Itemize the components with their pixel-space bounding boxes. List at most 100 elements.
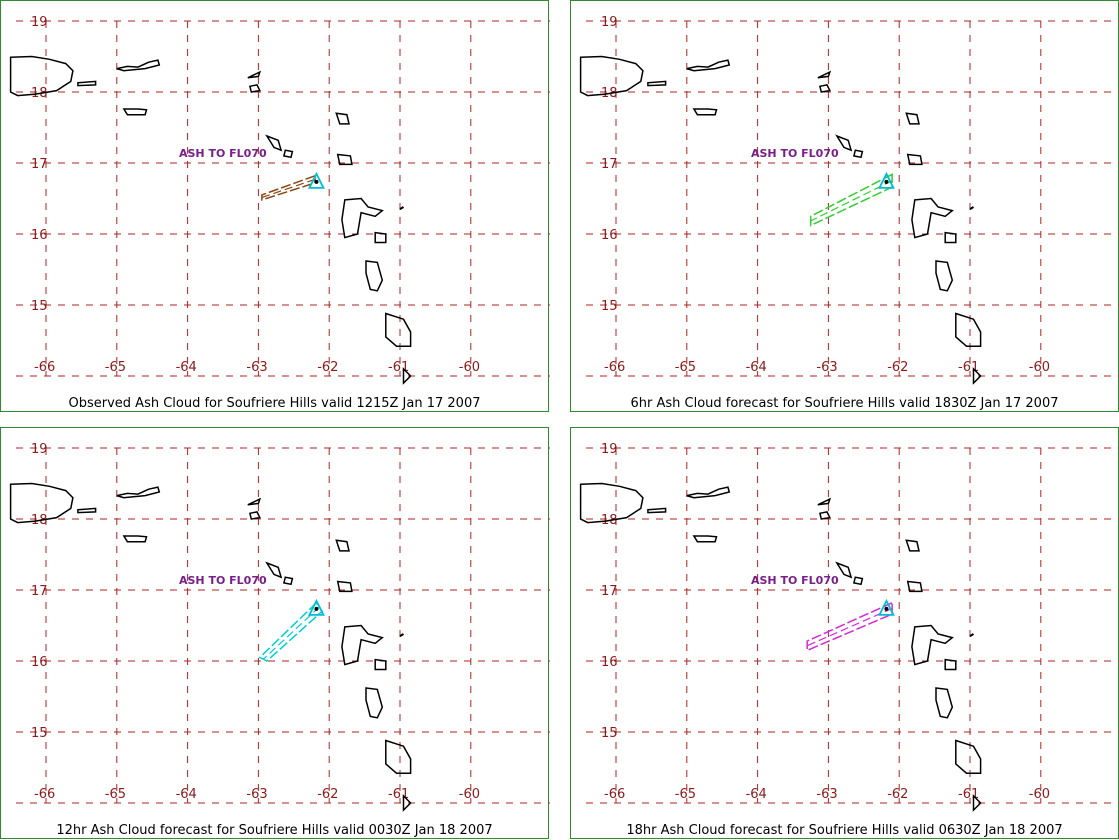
st-kitts-coast [265, 561, 283, 579]
marie-galante-coast [944, 658, 957, 671]
lat-tick-label: 17 [31, 157, 48, 172]
lat-tick-label: 15 [601, 299, 618, 314]
lon-tick-label: -66 [604, 787, 625, 802]
lon-tick-label: -66 [604, 360, 625, 375]
st-croix-coast [122, 108, 148, 116]
martinique-coast [385, 312, 412, 347]
ne-islands-coast [399, 633, 405, 637]
lon-tick-label: -61 [958, 360, 979, 375]
lon-tick-label: -65 [675, 360, 696, 375]
barbuda-coast [336, 153, 353, 166]
ash-cloud-hatch [806, 607, 893, 647]
nevis-coast [282, 576, 294, 586]
lat-tick-label: 19 [601, 15, 618, 30]
coastlines [9, 55, 412, 385]
guadeloupe-coast [911, 624, 954, 666]
st-kitts-coast [835, 134, 853, 152]
marie-galante-coast [374, 658, 387, 671]
lon-tick-label: -64 [746, 360, 767, 375]
martinique-coast [385, 739, 412, 774]
vieques-coast [647, 80, 667, 87]
lon-tick-label: -61 [958, 787, 979, 802]
lat-tick-label: 19 [31, 15, 48, 30]
lon-tick-label: -63 [816, 787, 837, 802]
lat-tick-label: 16 [601, 655, 618, 670]
lon-tick-label: -61 [388, 360, 409, 375]
anguilla-coast [247, 70, 262, 79]
anguilla-coast [817, 70, 832, 79]
nevis-coast [282, 149, 294, 159]
graticule [586, 447, 1119, 804]
lon-tick-label: -66 [34, 360, 55, 375]
montserrat-island [314, 606, 319, 611]
lon-tick-label: -65 [105, 787, 126, 802]
lon-tick-label: -65 [675, 787, 696, 802]
st-croix-coast [692, 108, 718, 116]
st-martin-coast [818, 511, 831, 520]
st-martin-coast [818, 84, 831, 93]
puerto-rico-coast [9, 482, 74, 524]
lon-tick-label: -63 [246, 360, 267, 375]
lon-tick-label: -62 [317, 360, 338, 375]
montserrat-island [884, 179, 889, 184]
guadeloupe-coast [341, 197, 384, 239]
panel-caption: Observed Ash Cloud for Soufriere Hills v… [68, 396, 481, 411]
lat-tick-label: 17 [601, 157, 618, 172]
lon-tick-label: -64 [176, 360, 197, 375]
ash-altitude-label: ASH TO FL070 [179, 147, 267, 160]
puerto-rico-coast [9, 55, 74, 97]
lon-tick-label: -61 [388, 787, 409, 802]
lon-tick-label: -62 [317, 787, 338, 802]
montserrat-island [314, 179, 319, 184]
lat-tick-label: 17 [31, 584, 48, 599]
ash-cloud-outline [806, 601, 893, 652]
lat-tick-label: 16 [601, 228, 618, 243]
anguilla-coast [817, 497, 832, 506]
lat-tick-label: 15 [601, 726, 618, 741]
martinique-coast [955, 312, 982, 347]
graticule [16, 447, 550, 804]
lon-tick-label: -60 [459, 360, 480, 375]
virgin-islands-coast [686, 486, 731, 499]
panel-observed: Observed Ash Cloud for Soufriere Hills v… [0, 0, 550, 412]
volcano-triangle-icon [307, 171, 325, 189]
lon-tick-label: -60 [1029, 360, 1050, 375]
dominica-coast [935, 260, 954, 292]
coastlines [579, 55, 982, 385]
panel-6hr-forecast: 6hr Ash Cloud forecast for Soufriere Hil… [570, 0, 1119, 412]
nevis-coast [852, 576, 864, 586]
lon-tick-label: -62 [887, 360, 908, 375]
lat-tick-label: 15 [31, 299, 48, 314]
st-martin-coast [248, 511, 261, 520]
lat-tick-label: 19 [601, 442, 618, 457]
ash-cloud-hatch [261, 178, 316, 199]
antigua-coast [335, 112, 350, 125]
panel-caption: 12hr Ash Cloud forecast for Soufriere Hi… [56, 823, 493, 838]
st-lucia-coast [402, 794, 412, 812]
lon-tick-label: -63 [246, 787, 267, 802]
lat-tick-label: 17 [601, 584, 618, 599]
lon-tick-label: -65 [105, 360, 126, 375]
ne-islands-coast [969, 206, 975, 210]
lon-tick-label: -63 [816, 360, 837, 375]
dominica-coast [365, 260, 384, 292]
vieques-coast [77, 80, 97, 87]
graticule [16, 20, 550, 377]
lat-tick-label: 16 [31, 655, 48, 670]
antigua-coast [335, 539, 350, 552]
ash-altitude-label: ASH TO FL070 [751, 147, 839, 160]
martinique-coast [955, 739, 982, 774]
marie-galante-coast [944, 231, 957, 244]
st-martin-coast [248, 84, 261, 93]
volcano-triangle-icon [307, 598, 325, 616]
puerto-rico-coast [579, 482, 644, 524]
lon-tick-label: -64 [176, 787, 197, 802]
vieques-coast [647, 507, 667, 514]
guadeloupe-coast [341, 624, 384, 666]
montserrat-island [884, 606, 889, 611]
volcano-triangle-icon [877, 171, 895, 189]
